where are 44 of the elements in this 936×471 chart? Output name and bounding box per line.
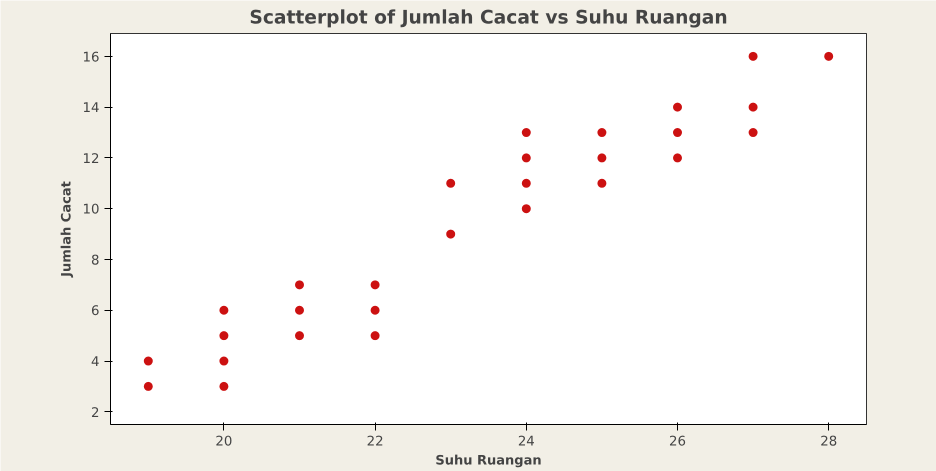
x-tick-label: 28 xyxy=(820,434,838,450)
y-tick-label: 2 xyxy=(91,406,100,421)
y-tick-label: 4 xyxy=(91,355,100,370)
point xyxy=(295,331,304,340)
point xyxy=(370,331,380,340)
y-tick-label: 8 xyxy=(91,253,100,268)
point xyxy=(673,102,682,112)
point xyxy=(748,102,758,112)
point xyxy=(522,128,531,138)
point xyxy=(597,128,606,138)
x-tick-label: 22 xyxy=(366,434,384,450)
point xyxy=(295,280,304,290)
x-tick-label: 26 xyxy=(669,434,686,450)
y-tick-label: 6 xyxy=(91,304,100,320)
y-tick-label: 16 xyxy=(82,50,100,66)
point xyxy=(673,153,682,162)
y-tick-label: 12 xyxy=(82,152,100,167)
y-tick-label: 10 xyxy=(82,202,100,218)
point xyxy=(673,128,682,138)
point xyxy=(370,280,380,290)
point xyxy=(219,356,228,366)
point xyxy=(144,356,153,366)
x-axis-title: Suhu Ruangan xyxy=(435,454,542,468)
point xyxy=(522,178,531,188)
point xyxy=(522,204,531,214)
point xyxy=(219,382,228,391)
chart-title: Scatterplot of Jumlah Cacat vs Suhu Ruangan xyxy=(249,8,728,28)
point xyxy=(370,306,380,315)
point xyxy=(446,178,456,188)
point xyxy=(824,52,834,61)
x-tick-label: 24 xyxy=(518,434,535,450)
point xyxy=(748,52,758,61)
point xyxy=(597,178,606,188)
point xyxy=(144,382,153,391)
point xyxy=(597,153,606,162)
y-axis-title: Jumlah Cacat xyxy=(60,181,75,278)
y-tick-label: 14 xyxy=(82,101,100,116)
point xyxy=(295,306,304,315)
point xyxy=(446,230,456,239)
point xyxy=(748,128,758,138)
x-tick-label: 20 xyxy=(215,434,232,450)
point xyxy=(522,153,531,162)
point xyxy=(219,306,228,315)
point xyxy=(219,331,228,340)
